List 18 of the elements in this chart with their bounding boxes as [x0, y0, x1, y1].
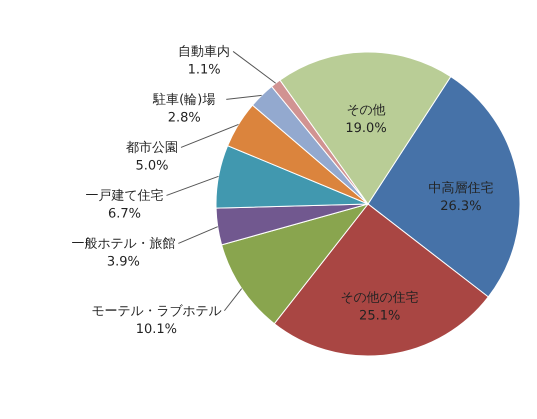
slice-label: モーテル・ラブホテル: [91, 304, 222, 319]
data-label: 26.3%: [440, 199, 482, 214]
slice-label: その他の住宅: [340, 290, 419, 306]
slice-label: 駐車(輪)場: [152, 92, 216, 108]
data-label: 3.9%: [106, 254, 140, 270]
data-label: 5.0%: [135, 158, 168, 174]
slice-label: 都市公園: [126, 140, 178, 156]
slice-label: 一般ホテル・旅館: [71, 236, 176, 252]
data-label: 19.0%: [345, 120, 387, 136]
slice-label: その他: [346, 102, 386, 118]
data-label: 1.1%: [188, 62, 221, 78]
slice-label: 中高層住宅: [428, 180, 494, 196]
slice-label: 一戸建て住宅: [85, 187, 164, 204]
data-label: 25.1%: [359, 308, 400, 324]
data-label: 6.7%: [108, 206, 142, 222]
data-label: 10.1%: [136, 322, 178, 337]
slice-label: 自動車内: [178, 44, 230, 60]
data-label: 2.8%: [168, 110, 201, 126]
